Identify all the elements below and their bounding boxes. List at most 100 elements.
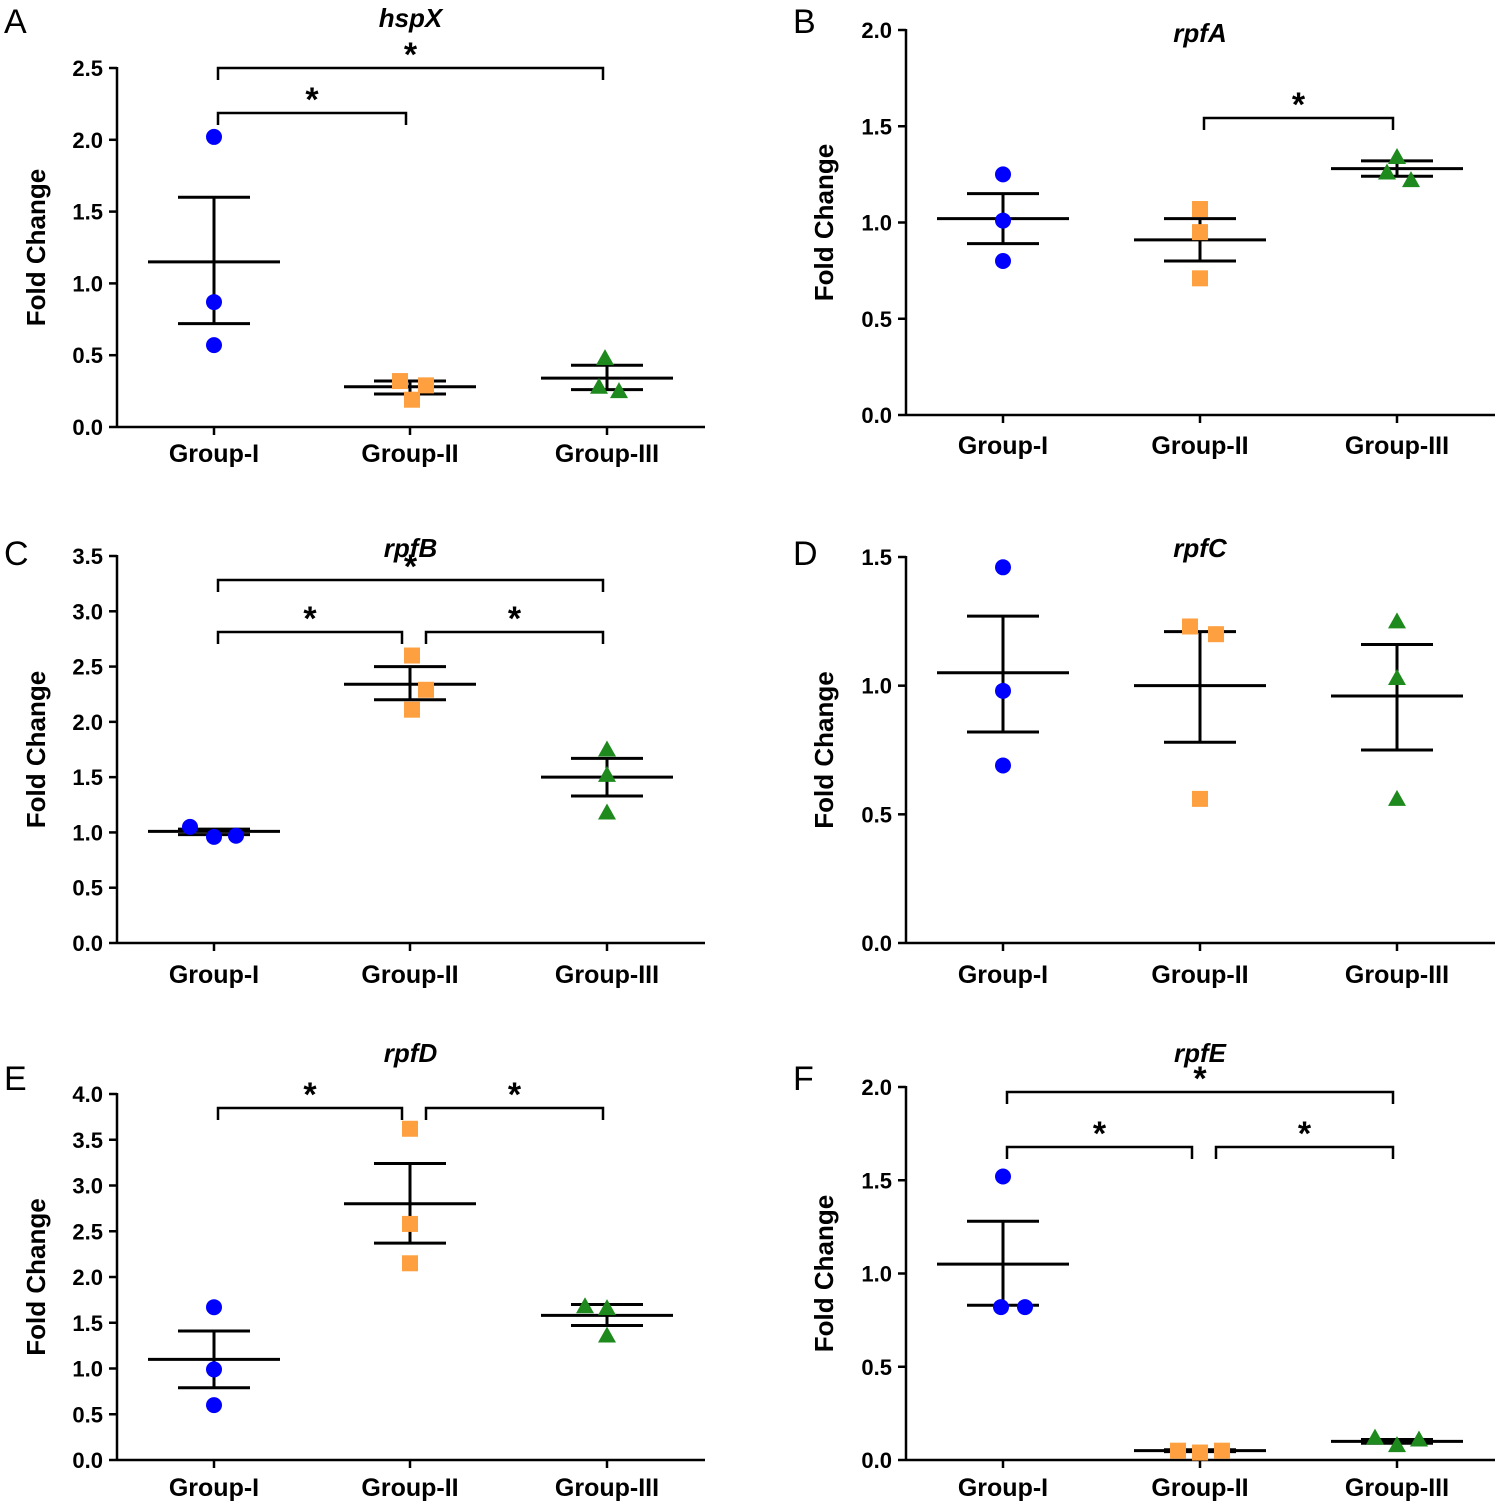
data-point — [404, 701, 420, 718]
data-point — [402, 1215, 418, 1232]
x-tick-label: Group-II — [1151, 1474, 1248, 1502]
data-point — [1214, 1442, 1230, 1459]
data-point — [1388, 612, 1406, 629]
data-point — [995, 682, 1011, 699]
data-point — [1170, 1442, 1186, 1459]
series-group-ii — [1134, 1442, 1266, 1461]
chart-title: rpfC — [1173, 533, 1228, 563]
x-tick-label: Group-II — [1151, 961, 1248, 989]
chart-title: rpfB — [384, 533, 437, 563]
y-axis-label: Fold Change — [21, 671, 51, 828]
bracket-line — [1005, 1090, 1395, 1104]
y-tick-label: 0.5 — [861, 802, 892, 827]
series-group-i — [937, 1168, 1069, 1316]
y-axis-label: Fold Change — [809, 144, 839, 301]
data-point — [1366, 1428, 1384, 1445]
chart-title: rpfE — [1174, 1038, 1227, 1068]
series-group-i — [148, 818, 280, 845]
y-tick-label: 4.0 — [72, 1082, 103, 1107]
y-tick-label: 0.5 — [72, 1402, 103, 1427]
significance-bracket: * — [1214, 1115, 1395, 1159]
bracket-line — [216, 630, 404, 644]
x-tick-label: Group-III — [1345, 1474, 1449, 1502]
series-group-ii — [344, 373, 476, 408]
data-point — [206, 1397, 222, 1414]
bracket-line — [1202, 116, 1395, 130]
x-tick-label: Group-I — [958, 1474, 1048, 1502]
data-point — [993, 1299, 1009, 1316]
bracket-line — [216, 1106, 404, 1120]
significance-star: * — [305, 81, 319, 119]
chart-title: hspX — [379, 3, 444, 33]
y-tick-label: 3.0 — [72, 1174, 103, 1199]
y-tick-label: 1.0 — [72, 820, 103, 845]
series-group-ii — [344, 1120, 476, 1272]
x-tick-label: Group-I — [169, 440, 259, 468]
data-point — [995, 559, 1011, 576]
panel-letter: F — [793, 1060, 814, 1098]
data-point — [576, 1297, 594, 1314]
x-tick-label: Group-II — [361, 440, 458, 468]
bracket-line — [216, 578, 605, 592]
chart-title: rpfA — [1173, 18, 1226, 48]
data-point — [598, 740, 616, 757]
series-group-i — [937, 166, 1069, 269]
data-point — [228, 827, 244, 844]
y-tick-label: 2.0 — [861, 18, 892, 43]
series-group-iii — [541, 1297, 673, 1343]
x-tick-label: Group-II — [361, 961, 458, 989]
panel-letter: D — [793, 535, 818, 573]
x-tick-label: Group-III — [555, 1474, 659, 1502]
data-point — [404, 647, 420, 664]
x-tick-label: Group-III — [555, 961, 659, 989]
y-tick-label: 1.5 — [861, 1168, 892, 1193]
data-point — [610, 382, 628, 399]
series-group-i — [937, 559, 1069, 774]
data-point — [1388, 789, 1406, 806]
x-tick-label: Group-III — [1345, 961, 1449, 989]
data-point — [995, 212, 1011, 229]
x-tick-label: Group-I — [958, 961, 1048, 989]
series-group-iii — [1331, 1428, 1463, 1453]
y-tick-label: 0.0 — [861, 931, 892, 956]
significance-bracket: * — [1005, 1060, 1395, 1104]
data-point — [206, 337, 222, 354]
series-group-iii — [541, 740, 673, 820]
data-point — [206, 1299, 222, 1316]
data-point — [598, 765, 616, 782]
data-point — [598, 803, 616, 820]
data-point — [1388, 668, 1406, 685]
y-tick-label: 1.0 — [861, 674, 892, 699]
significance-star: * — [1193, 1060, 1207, 1098]
panel-letter: A — [4, 3, 27, 41]
data-point — [1192, 224, 1208, 241]
x-tick-label: Group-III — [555, 440, 659, 468]
data-point — [182, 818, 198, 835]
series-group-iii — [1331, 148, 1463, 188]
data-point — [402, 1120, 418, 1137]
y-tick-label: 0.0 — [861, 1448, 892, 1473]
data-point — [995, 1168, 1011, 1185]
significance-bracket: * — [216, 36, 605, 80]
y-tick-label: 3.0 — [72, 599, 103, 624]
significance-bracket: * — [1202, 86, 1395, 130]
significance-star: * — [303, 1076, 317, 1114]
data-point — [1182, 618, 1198, 635]
x-tick-label: Group-I — [169, 1474, 259, 1502]
data-point — [1192, 270, 1208, 287]
significance-star: * — [404, 36, 418, 74]
x-tick-label: Group-I — [169, 961, 259, 989]
panel-letter: B — [793, 3, 816, 41]
y-tick-label: 3.5 — [72, 544, 103, 569]
significance-bracket: * — [424, 600, 605, 644]
data-point — [1378, 163, 1396, 180]
panel-letter: C — [4, 535, 29, 573]
y-tick-label: 1.5 — [72, 200, 103, 225]
significance-star: * — [404, 548, 418, 586]
y-tick-label: 0.5 — [72, 876, 103, 901]
significance-star: * — [508, 600, 522, 638]
